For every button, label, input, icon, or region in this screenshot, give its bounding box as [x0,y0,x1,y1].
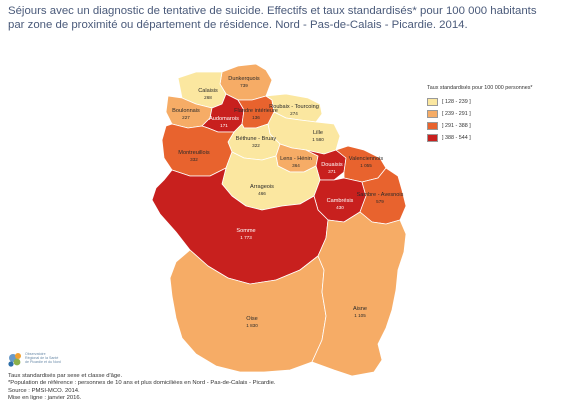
footnote-source: Source : PMSI-MCO. 2014. [8,387,80,394]
zone-name-label: Sambre - Avesnois [357,192,404,198]
zone-name-label: Aisne [353,306,367,312]
zone-value-label: 136 [252,115,260,120]
logo-line: Régional de la Santé [25,356,59,361]
zone-name-label: Valenciennois [349,156,384,162]
zone-name-label: Béthune - Bruay [236,136,277,142]
ors-logo: Observatoire Régional de la Santé de Pic… [6,350,86,370]
zone-name-label: Flandre intérieure [234,108,278,114]
zone-name-label: Douaisis [321,162,343,168]
zone-montreuillois [161,123,235,177]
legend-item: [ 128 - 239 ] [427,96,559,108]
zone-name-label: Lens - Hénin [280,156,312,162]
zone-value-label: 274 [290,111,298,116]
zone-name-label: Calaisis [198,88,218,94]
zone-value-label: 364 [292,163,300,168]
zone-douaisis [305,149,347,181]
page-title: Séjours avec un diagnostic de tentative … [8,5,537,31]
zone-name-label: Lille [313,130,323,136]
legend-item: ] 388 - 544 ] [427,132,559,144]
legend-item: ] 291 - 388 ] [427,120,559,132]
zone-value-label: 739 [240,83,248,88]
legend-item: [ 239 - 291 ] [427,108,559,120]
zone-value-label: 227 [182,115,190,120]
zone-value-label: 371 [328,169,336,174]
zone-value-label: 430 [336,205,344,210]
zone-name-label: Montreuillois [178,150,210,156]
zone-value-label: 1 773 [240,235,252,240]
zone-value-label: 1 830 [246,323,258,328]
legend: Taux standardisés pour 100 000 personnes… [427,85,559,144]
zone-name-label: Oise [246,316,258,322]
footnote-online-date: Mise en ligne : janvier 2016. [8,394,82,401]
zone-name-label: Dunkerquois [228,76,260,82]
zone-value-label: 1 055 [360,163,372,168]
footnote-standardization: Taux standardisés par sexe et classe d'â… [8,373,123,379]
logo-line: Observatoire [25,352,46,356]
zone-value-label: 268 [204,95,212,100]
footnote-reference-population: *Population de référence : personnes de … [8,380,276,387]
legend-label: [ 239 - 291 ] [442,111,471,117]
zone-sambre-avesnois [359,167,407,225]
zone-name-label: Somme [236,228,255,234]
legend-swatch [427,110,438,118]
legend-label: ] 388 - 544 ] [442,135,471,141]
zone-value-label: 579 [376,199,384,204]
legend-swatch [427,134,438,142]
legend-title: Taux standardisés pour 100 000 personnes… [427,85,533,91]
zone-value-label: 466 [258,191,266,196]
legend-label: ] 291 - 388 ] [442,123,471,129]
ors-logo-text: Observatoire Régional de la Santé de Pic… [25,352,95,365]
ors-logo-icon [8,353,21,367]
zone-value-label: 171 [220,123,228,128]
zone-name-label: Roubaix - Tourcoing [269,104,319,110]
zone-name-label: Arrageois [250,184,274,190]
zone-name-label: Cambrésis [327,198,354,204]
zone-value-label: 1 105 [354,313,366,318]
zone-name-label: Audomarois [209,116,239,122]
legend-swatch [427,98,438,106]
zone-value-label: 332 [190,157,198,162]
zone-name-label: Boulonnais [172,108,200,114]
zone-value-label: 1 580 [312,137,324,142]
logo-line: de Picardie et du Nord [25,360,61,365]
footer-notes: Taux standardisés par sexe et classe d'â… [8,373,408,402]
legend-swatch [427,122,438,130]
zone-aisne [311,211,407,377]
zone-value-label: 322 [252,143,260,148]
legend-label: [ 128 - 239 ] [442,99,471,105]
